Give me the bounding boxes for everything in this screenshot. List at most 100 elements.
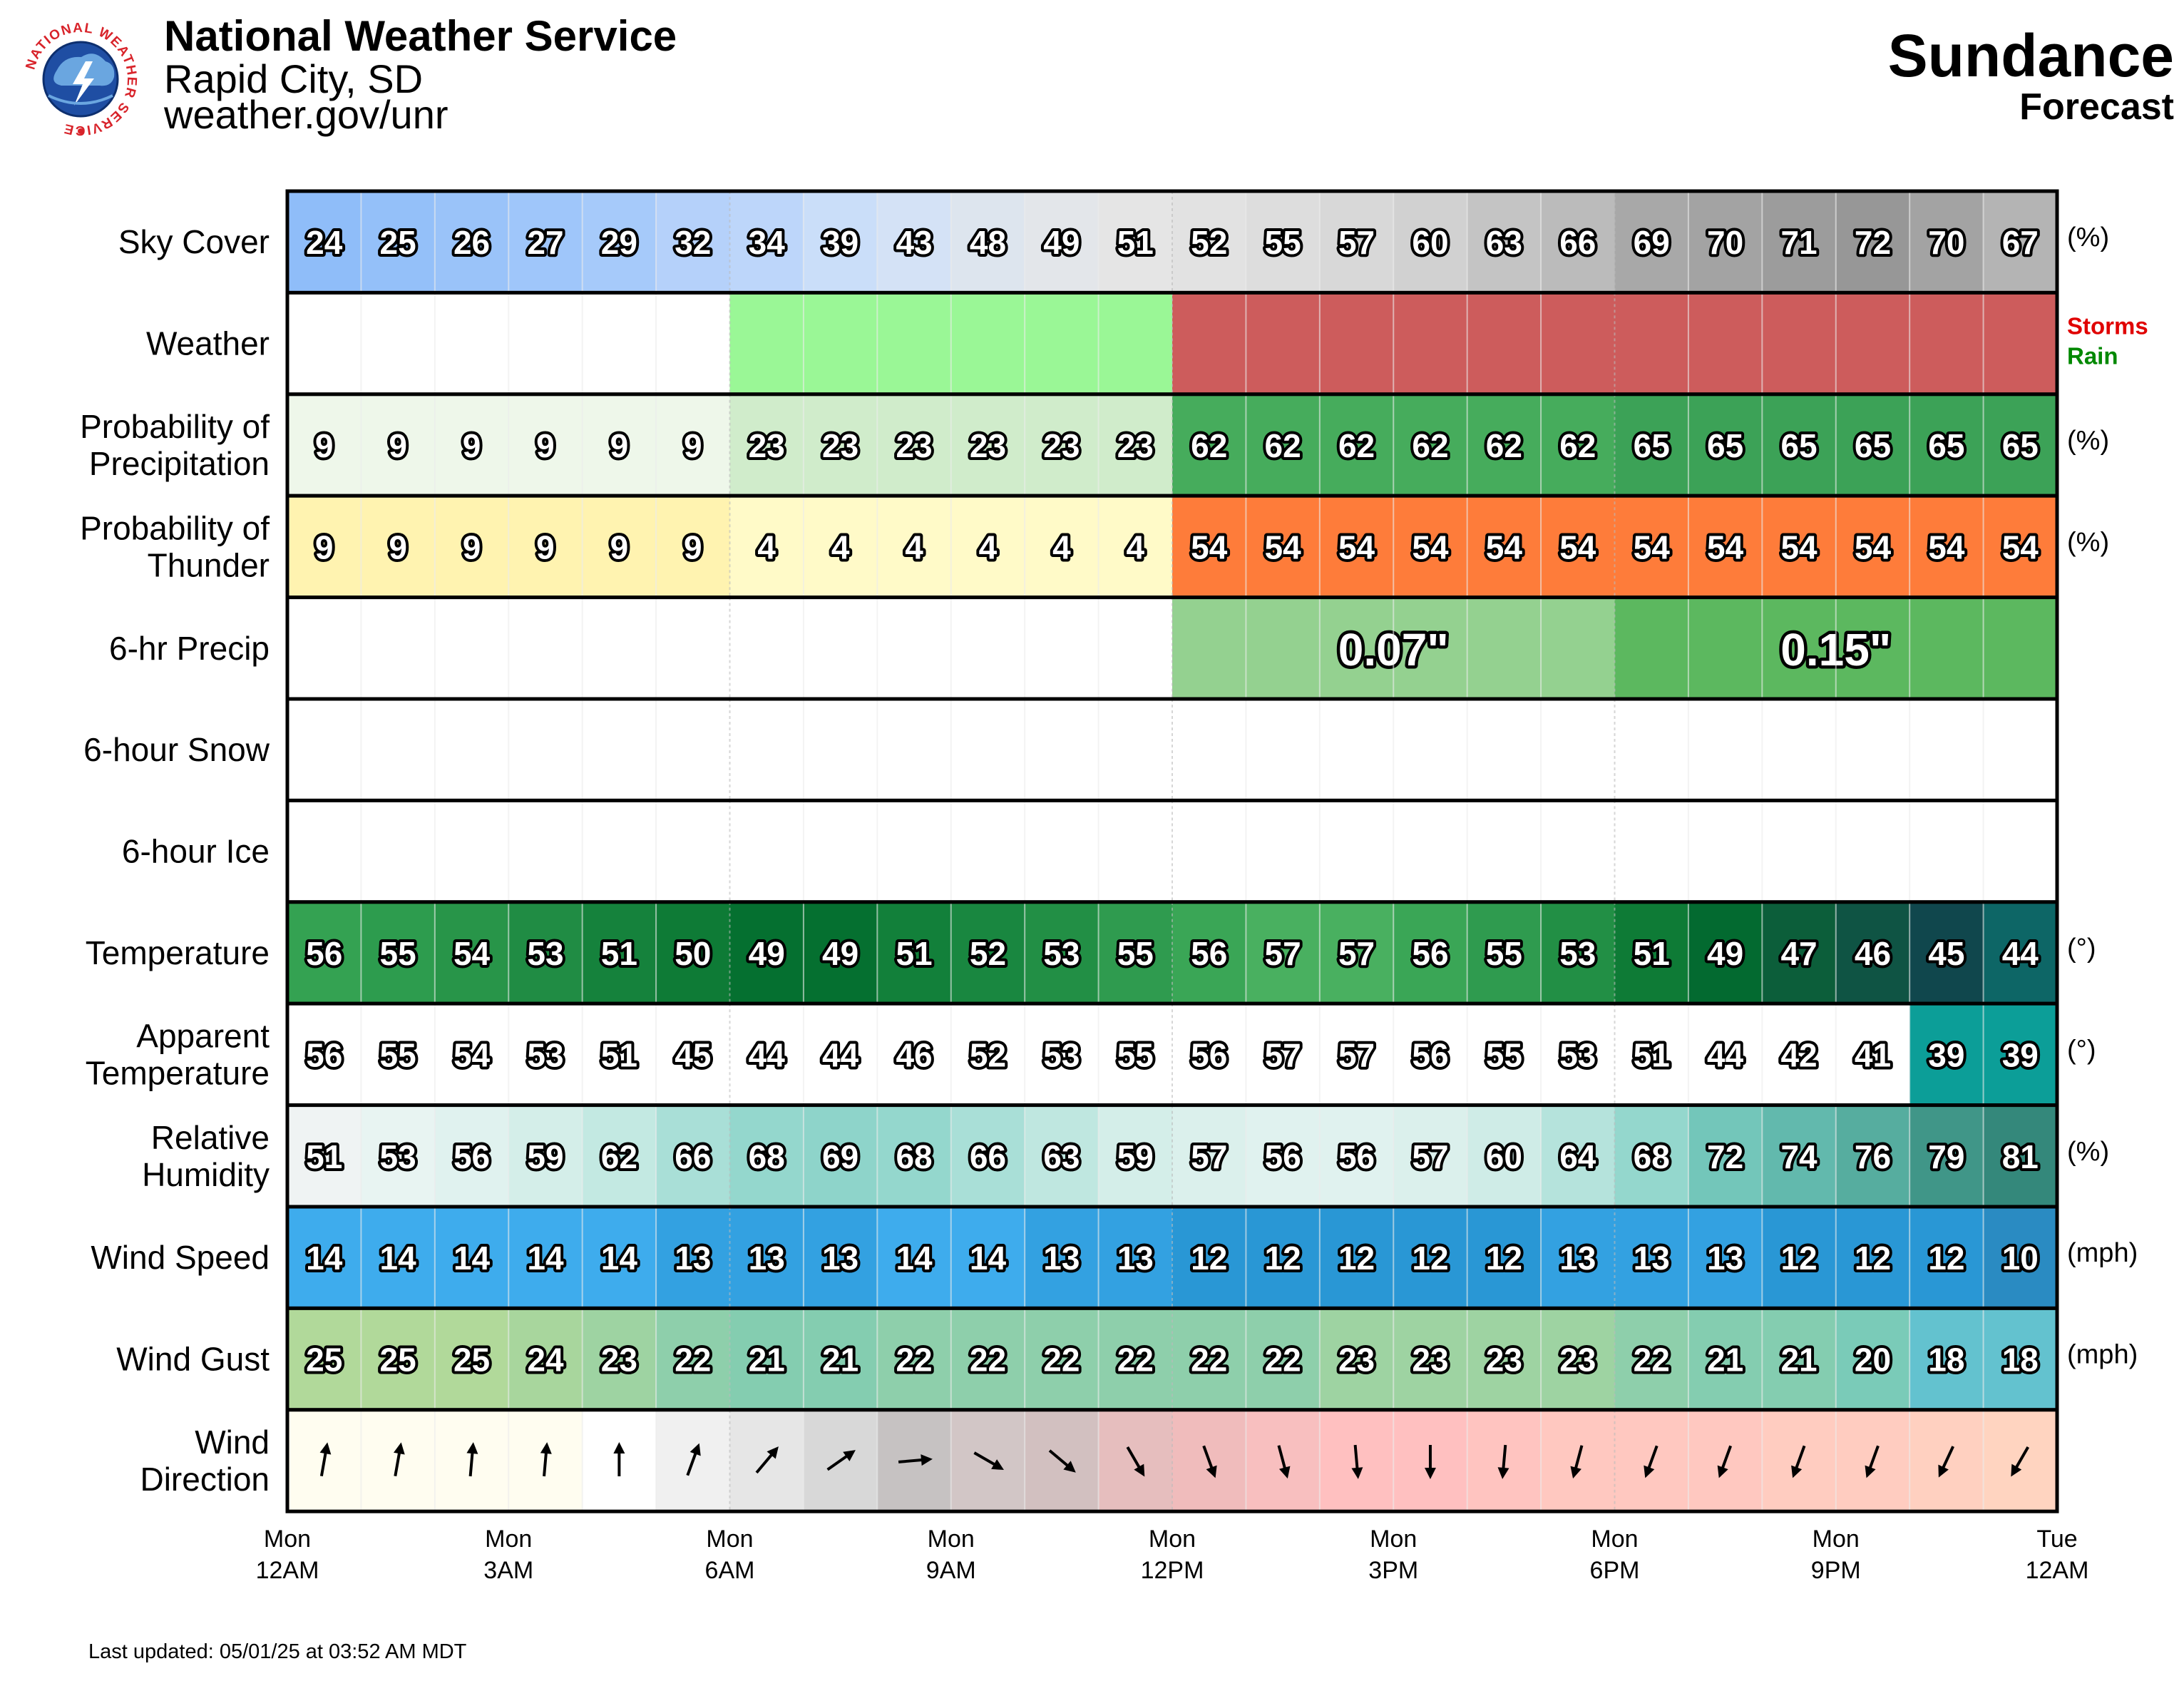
- cell-background: [1983, 1207, 2058, 1309]
- cell-background: [1319, 394, 1394, 496]
- cell-value: 63: [1486, 224, 1522, 261]
- wind-arrow-icon: [1791, 1445, 1806, 1478]
- cell-value: 4: [905, 528, 923, 566]
- cell-background: [1762, 1003, 1837, 1105]
- arrow-head: [1644, 1465, 1655, 1478]
- cell-value: 32: [675, 224, 711, 261]
- wind-arrow-icon: [755, 1446, 779, 1474]
- cell-background: [1909, 901, 1984, 1004]
- row-temperature: Temperature (°) 56 55 54 53 51 50 49 49 51 52 53 55 56…: [86, 900, 2096, 1006]
- cell-value: 49: [822, 935, 858, 972]
- cell-value: 54: [453, 1036, 491, 1073]
- cell-background: [1172, 191, 1246, 293]
- cell-value: 23: [1412, 1342, 1448, 1379]
- cell-value: 74: [1780, 1138, 1818, 1175]
- cell-background: [361, 1105, 436, 1207]
- cell-value: 9: [389, 427, 407, 464]
- wind-arrow-icon: [540, 1442, 552, 1477]
- cell-value: 39: [822, 224, 858, 261]
- x-tick-day: Mon: [264, 1526, 311, 1553]
- cell-background: [803, 394, 878, 496]
- cell-value: 23: [749, 427, 785, 464]
- cell-background: [1246, 496, 1321, 598]
- cell-background: [582, 191, 657, 293]
- cell-background: [1909, 191, 1984, 293]
- x-tick-time: 12AM: [2026, 1557, 2089, 1584]
- cell-value: 13: [1043, 1240, 1080, 1277]
- weather-legend-item: Storms: [2067, 312, 2148, 339]
- arrow-head: [2011, 1463, 2022, 1477]
- cell-value: 22: [1265, 1342, 1301, 1379]
- cell-background: [803, 1308, 878, 1410]
- cell-value: 66: [970, 1138, 1006, 1175]
- cell-background: [950, 1308, 1025, 1410]
- row-unit: (%): [2067, 223, 2109, 252]
- cell-value: 46: [896, 1036, 932, 1073]
- cell-value: 39: [1928, 1036, 1964, 1073]
- cell-background: [508, 394, 583, 496]
- cell-background: [877, 1003, 952, 1105]
- cell-background: [1983, 901, 2058, 1004]
- cell-value: 55: [1265, 224, 1301, 261]
- cell-value: 12: [1191, 1240, 1227, 1277]
- cell-value: 13: [1117, 1240, 1154, 1277]
- cell-value: 66: [1559, 224, 1596, 261]
- cell-value: 20: [1855, 1342, 1891, 1379]
- cell-value: 56: [1265, 1138, 1301, 1175]
- cell-background: [803, 1003, 878, 1105]
- cell-value: 65: [1928, 427, 1964, 464]
- x-tick-day: Mon: [928, 1526, 975, 1553]
- cell-background: [287, 394, 362, 496]
- cell-value: 54: [1928, 528, 1965, 566]
- wind-arrow-icon: [1717, 1445, 1733, 1478]
- cell-value: 63: [1043, 1138, 1080, 1175]
- wind-arrow-icon: [1644, 1445, 1658, 1478]
- cell-value: 69: [1634, 224, 1670, 261]
- cell-value: 55: [1486, 935, 1522, 972]
- cell-background: [656, 1207, 730, 1309]
- row-label: Direction: [140, 1461, 270, 1498]
- wind-arrow-icon: [1938, 1446, 1954, 1478]
- cell-background: [729, 901, 804, 1004]
- cell-background: [1025, 496, 1099, 598]
- cell-background: [1098, 1207, 1173, 1309]
- cell-background: [1614, 394, 1689, 496]
- cell-background: [1467, 1003, 1542, 1105]
- office-website: weather.gov/unr: [164, 92, 448, 137]
- cell-background: [1541, 394, 1615, 496]
- cell-background: [656, 191, 730, 293]
- cell-background: [1319, 1207, 1394, 1309]
- cell-background: [803, 496, 878, 598]
- cell-value: 53: [527, 935, 563, 972]
- row-label: Probability of: [80, 509, 270, 546]
- cell-background: [1025, 191, 1099, 293]
- row-label: Wind Speed: [91, 1239, 270, 1276]
- cell-value: 52: [1191, 224, 1227, 261]
- cell-background: [1688, 1105, 1763, 1207]
- wind-arrow-icon: [466, 1442, 478, 1477]
- arrow-head: [1351, 1467, 1363, 1479]
- cell-background: [1172, 901, 1246, 1004]
- cell-value: 12: [1486, 1240, 1522, 1277]
- cell-background: [508, 496, 583, 598]
- cell-background: [1541, 1105, 1615, 1207]
- arrow-head: [393, 1442, 405, 1455]
- cell-value: 43: [896, 224, 932, 261]
- cell-background: [950, 496, 1025, 598]
- cell-background: [729, 1003, 804, 1105]
- cell-value: 12: [1412, 1240, 1448, 1277]
- cell-value: 54: [1338, 528, 1375, 566]
- cell-background: [1098, 496, 1173, 598]
- location-title: Sundance: [1887, 22, 2174, 89]
- cell-background: [1172, 1105, 1246, 1207]
- cell-value: 55: [1117, 1036, 1154, 1073]
- cell-value: 65: [1707, 427, 1743, 464]
- arrow-head: [1134, 1463, 1145, 1477]
- row-border: [285, 1408, 2059, 1513]
- cell-value: 51: [306, 1138, 342, 1175]
- cell-background: [1319, 1308, 1394, 1410]
- x-tick-time: 6AM: [705, 1557, 755, 1584]
- cell-value: 49: [749, 935, 785, 972]
